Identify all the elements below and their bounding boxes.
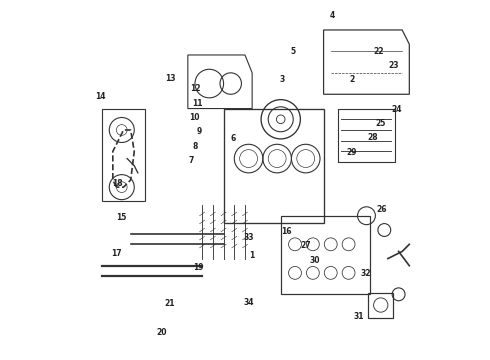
Text: 30: 30 xyxy=(309,256,319,265)
Text: 6: 6 xyxy=(231,134,236,143)
Text: 21: 21 xyxy=(165,299,175,308)
Text: 7: 7 xyxy=(189,156,194,165)
Text: 3: 3 xyxy=(280,76,285,85)
Text: 17: 17 xyxy=(111,249,122,258)
Text: 16: 16 xyxy=(281,227,292,236)
Text: 26: 26 xyxy=(376,205,387,214)
Text: 13: 13 xyxy=(165,74,175,83)
Text: 20: 20 xyxy=(157,328,168,337)
Text: 33: 33 xyxy=(244,233,254,242)
Text: 12: 12 xyxy=(190,84,200,93)
Text: 2: 2 xyxy=(349,76,355,85)
Text: 8: 8 xyxy=(192,141,197,150)
Text: 11: 11 xyxy=(193,99,203,108)
Text: 24: 24 xyxy=(391,105,402,114)
Text: 31: 31 xyxy=(353,312,364,321)
Text: 10: 10 xyxy=(189,113,199,122)
Text: 29: 29 xyxy=(346,148,357,157)
Text: 19: 19 xyxy=(194,263,204,272)
Text: 9: 9 xyxy=(196,127,202,136)
Text: 1: 1 xyxy=(249,251,255,260)
Text: 34: 34 xyxy=(244,298,254,307)
Text: 25: 25 xyxy=(375,119,386,128)
Text: 14: 14 xyxy=(95,91,105,100)
Text: 32: 32 xyxy=(361,269,371,278)
Text: 18: 18 xyxy=(112,179,123,188)
Text: 27: 27 xyxy=(300,240,311,249)
Text: 4: 4 xyxy=(330,11,335,20)
Text: 28: 28 xyxy=(368,133,378,142)
Text: 23: 23 xyxy=(388,61,398,70)
Text: 15: 15 xyxy=(117,213,127,222)
Text: 22: 22 xyxy=(374,47,384,56)
Text: 5: 5 xyxy=(291,47,296,56)
